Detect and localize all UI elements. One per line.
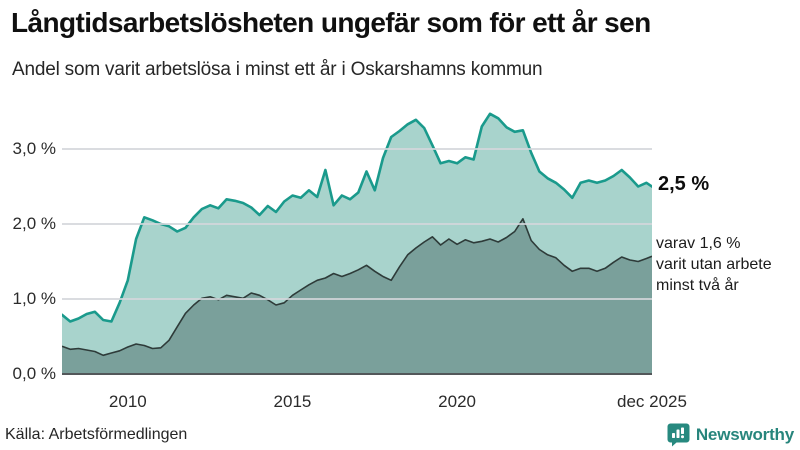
newsworthy-logo-text: Newsworthy: [695, 425, 794, 444]
y-axis-label: 2,0 %: [12, 214, 56, 233]
x-axis-label: 2010: [108, 392, 147, 411]
gridline: [62, 148, 652, 150]
source-label: Källa: Arbetsförmedlingen: [5, 426, 188, 443]
x-axis-label: dec 2025: [617, 392, 687, 411]
chart-title: Långtidsarbetslösheten ungefär som för e…: [11, 7, 651, 38]
annotation-twoyear: varav 1,6 % varit utan arbete minst två …: [656, 233, 772, 296]
gridline: [62, 223, 652, 225]
axis-baseline: [62, 373, 652, 375]
annotation-twoyear-line1: varav 1,6 %: [656, 235, 741, 252]
gridline: [62, 298, 652, 300]
y-axis-label: 1,0 %: [12, 289, 56, 308]
series-twoyear-area: [62, 218, 652, 374]
x-axis-label: 2020: [438, 392, 476, 411]
newsworthy-logo-icon: [667, 423, 690, 447]
y-axis-label: 0,0 %: [12, 364, 56, 383]
newsworthy-logo: Newsworthy: [667, 423, 794, 447]
series-twoyear-line: [62, 218, 652, 357]
chart-subtitle: Andel som varit arbetslösa i minst ett å…: [12, 59, 543, 80]
area-chart-svg: [62, 112, 652, 374]
value-label-total: 2,5 %: [658, 173, 710, 195]
y-axis-label: 3,0 %: [12, 139, 56, 158]
annotation-twoyear-line3: minst två år: [656, 277, 739, 294]
annotation-twoyear-line2: varit utan arbete: [656, 256, 772, 273]
x-axis-label: 2015: [273, 392, 312, 411]
